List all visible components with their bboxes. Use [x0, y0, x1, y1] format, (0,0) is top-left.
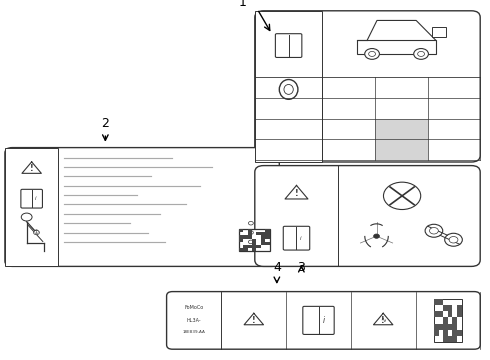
FancyBboxPatch shape — [275, 34, 302, 58]
Bar — [448, 311, 452, 317]
Ellipse shape — [284, 85, 293, 94]
Bar — [252, 242, 256, 245]
Bar — [452, 330, 457, 336]
Text: !: ! — [252, 315, 256, 324]
Bar — [265, 235, 270, 239]
Text: i: i — [300, 236, 302, 241]
Bar — [375, 139, 428, 160]
Bar — [244, 248, 248, 251]
Circle shape — [414, 49, 428, 59]
Text: 4: 4 — [273, 261, 281, 274]
Bar — [439, 311, 443, 317]
Bar — [252, 248, 256, 251]
Bar — [255, 11, 322, 162]
Bar — [261, 235, 265, 239]
Bar — [439, 324, 443, 330]
Text: !: ! — [294, 189, 298, 198]
Bar — [248, 229, 252, 232]
Bar — [452, 336, 457, 342]
Text: !: ! — [381, 315, 385, 324]
Bar — [448, 324, 452, 330]
Text: 2: 2 — [101, 117, 109, 130]
Circle shape — [425, 224, 443, 237]
Text: ∿: ∿ — [380, 316, 386, 322]
Bar — [265, 232, 270, 235]
FancyBboxPatch shape — [5, 148, 279, 266]
FancyBboxPatch shape — [303, 306, 334, 334]
Circle shape — [449, 237, 458, 243]
Text: 3: 3 — [297, 261, 305, 274]
Circle shape — [445, 233, 463, 246]
Circle shape — [430, 228, 439, 234]
Text: FoMoCo: FoMoCo — [184, 305, 204, 310]
Circle shape — [248, 240, 253, 244]
Circle shape — [365, 49, 379, 59]
Bar — [239, 229, 244, 232]
Circle shape — [384, 182, 421, 210]
Circle shape — [33, 230, 39, 235]
Bar — [261, 239, 265, 242]
Text: !: ! — [30, 164, 33, 173]
Bar — [256, 245, 261, 248]
Circle shape — [368, 51, 375, 57]
Bar — [248, 235, 252, 239]
Bar — [439, 298, 443, 305]
Bar — [434, 311, 439, 317]
Circle shape — [248, 221, 253, 225]
Bar — [448, 305, 452, 311]
Ellipse shape — [279, 80, 298, 99]
Circle shape — [21, 213, 32, 221]
Text: HL3A-: HL3A- — [187, 318, 201, 323]
Bar — [248, 232, 252, 235]
Bar — [239, 239, 244, 242]
Bar — [434, 330, 439, 336]
Bar — [256, 232, 261, 235]
Bar — [452, 324, 457, 330]
FancyBboxPatch shape — [255, 11, 480, 162]
Bar — [432, 27, 445, 37]
Text: ①: ① — [34, 230, 39, 235]
Bar — [252, 239, 256, 242]
Bar — [244, 235, 248, 239]
Text: 18E839-AA: 18E839-AA — [183, 330, 205, 334]
Bar — [443, 317, 448, 324]
Bar — [434, 298, 462, 342]
Bar — [434, 298, 439, 305]
Text: i: i — [34, 196, 36, 201]
Bar — [457, 330, 462, 336]
FancyBboxPatch shape — [167, 292, 480, 349]
Circle shape — [373, 234, 379, 238]
Circle shape — [248, 231, 253, 234]
FancyBboxPatch shape — [21, 189, 43, 208]
Bar — [244, 245, 248, 248]
Bar — [357, 40, 436, 54]
Bar — [443, 330, 448, 336]
Bar — [261, 242, 265, 245]
Bar — [265, 242, 270, 245]
Text: 1: 1 — [239, 0, 246, 9]
Bar — [443, 336, 448, 342]
Bar — [457, 305, 462, 311]
Circle shape — [417, 51, 424, 57]
Bar — [452, 317, 457, 324]
Bar — [448, 336, 452, 342]
FancyBboxPatch shape — [283, 226, 310, 250]
Bar — [375, 119, 428, 139]
Bar — [265, 229, 270, 232]
Bar — [443, 324, 448, 330]
Bar — [5, 148, 58, 266]
FancyBboxPatch shape — [255, 166, 480, 266]
Bar — [261, 232, 265, 235]
Bar — [248, 245, 252, 248]
Bar — [443, 305, 448, 311]
Bar — [239, 229, 270, 251]
Bar — [252, 245, 256, 248]
Bar — [434, 324, 439, 330]
Bar — [239, 235, 244, 239]
Bar — [239, 248, 244, 251]
Bar — [457, 311, 462, 317]
Text: i: i — [322, 316, 324, 325]
